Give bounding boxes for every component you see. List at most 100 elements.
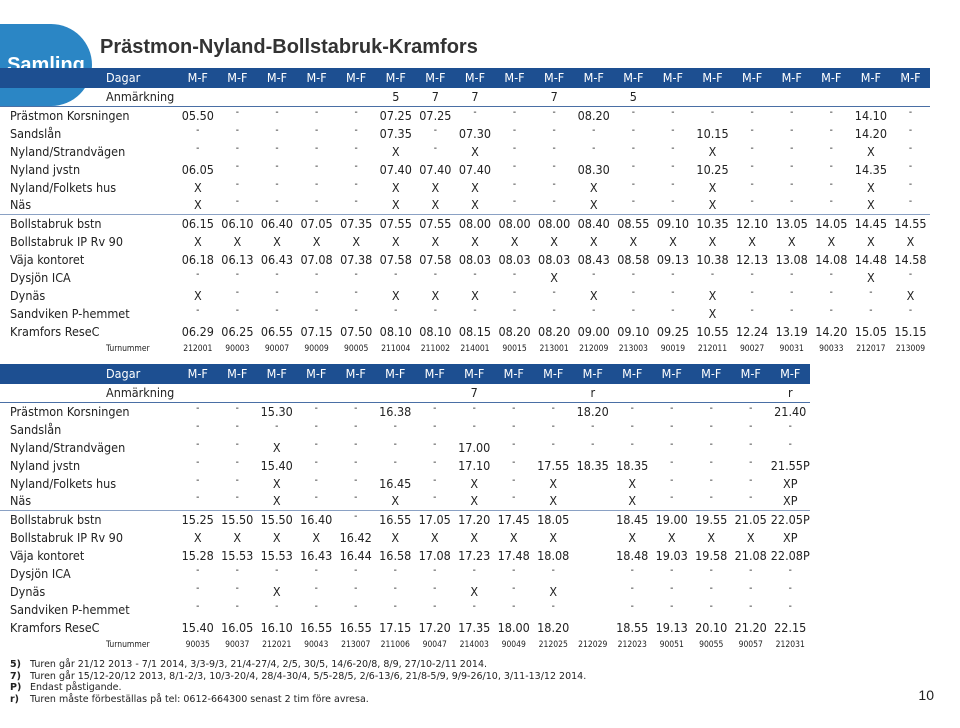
time-cell: -	[314, 269, 319, 281]
time-cell: -	[749, 565, 753, 577]
time-cell: 15.40	[181, 619, 214, 635]
stop-name: Dysjön ICA	[10, 566, 71, 582]
stop-row: Väja kontoret 15.28 15.53 15.53 16.43 16.44 16…	[0, 547, 810, 565]
time-cell: X	[708, 197, 717, 213]
time-cell: -	[671, 286, 675, 298]
time-cell: -	[551, 438, 555, 450]
time-cell: 10.38	[696, 252, 729, 268]
stop-name: Nyland/Strandvägen	[10, 439, 126, 455]
stop-name: Nyland jvstn	[10, 161, 81, 177]
time-cell: 16.55	[375, 510, 415, 530]
time-cell: X	[272, 475, 281, 491]
time-cell: -	[709, 402, 713, 414]
time-cell: 15.25	[178, 510, 218, 530]
note-cell	[336, 384, 376, 403]
time-cell: X	[272, 583, 281, 599]
time-cell: -	[472, 420, 476, 432]
time-cell: 13.19	[775, 323, 808, 339]
time-cell: X	[312, 530, 321, 546]
time-cell: -	[473, 106, 477, 118]
stop-name: Näs	[10, 493, 32, 509]
time-cell: X	[628, 493, 637, 509]
day-cell: M-F	[811, 68, 852, 88]
time-cell: -	[196, 438, 200, 450]
time-cell: -	[631, 269, 635, 281]
time-cell: -	[512, 124, 517, 136]
time-cell: -	[790, 124, 794, 136]
turnummer-row: Turnummer 90035 90037 212021 90043 213007 2110…	[0, 637, 810, 653]
time-cell: -	[275, 304, 279, 316]
time-cell: 07.40	[458, 161, 492, 177]
time-cell: -	[196, 565, 200, 577]
time-cell: X	[906, 287, 915, 303]
time-cell: -	[314, 438, 318, 450]
stop-row: Bollstabruk bstn 06.15 06.10 06.40 07.05 07.3…	[0, 214, 931, 234]
time-cell: -	[750, 142, 754, 154]
time-cell: 18.48	[616, 548, 649, 564]
time-cell: 15.30	[260, 403, 293, 419]
time-cell: 22.05P	[770, 510, 810, 530]
time-cell: -	[512, 304, 517, 316]
time-cell: -	[551, 600, 555, 612]
time-cell: -	[670, 456, 674, 468]
time-cell: XP	[783, 493, 798, 509]
time-cell: 16.40	[296, 510, 336, 530]
note-cell	[692, 88, 733, 107]
time-cell: -	[630, 600, 634, 612]
time-cell: X	[391, 143, 400, 159]
time-cell: -	[314, 600, 318, 612]
time-cell: X	[628, 530, 637, 546]
time-cell: -	[275, 124, 279, 136]
stop-row: Prästmon Korsningen 05.50 - - - - 07.25 07.25 - -…	[0, 106, 930, 124]
time-cell: -	[551, 565, 555, 577]
time-cell: 14.20	[854, 125, 887, 141]
turnummer-cell: 212009	[579, 343, 609, 354]
turnummer-cell: 90019	[660, 343, 686, 354]
time-cell: X	[312, 234, 321, 250]
day-cell: M-F	[732, 68, 772, 88]
time-cell: 10.35	[692, 214, 733, 234]
note-cell	[494, 88, 535, 107]
time-cell: X	[272, 493, 281, 509]
time-cell: -	[354, 124, 358, 136]
time-cell: 15.28	[181, 548, 214, 564]
time-cell: X	[272, 530, 281, 546]
note-cell	[375, 384, 415, 403]
time-cell: 18.35	[576, 457, 609, 473]
time-cell: -	[354, 420, 358, 432]
stop-name: Nyland jvstn	[10, 457, 81, 473]
time-cell: -	[354, 582, 358, 594]
time-cell: -	[512, 178, 517, 190]
day-cell: M-F	[652, 364, 692, 384]
time-cell: X	[746, 530, 755, 546]
time-cell: -	[433, 142, 437, 154]
time-cell: -	[552, 304, 556, 316]
time-cell: -	[750, 304, 754, 316]
time-cell: 06.15	[178, 214, 218, 234]
note-cell	[731, 384, 771, 403]
time-cell: -	[275, 420, 279, 432]
turnummer-cell: 212023	[617, 639, 647, 650]
turnummer-cell: 212021	[262, 639, 292, 650]
time-cell: X	[589, 197, 598, 213]
stop-name: Sandviken P-hemmet	[10, 305, 130, 321]
time-cell: 12.13	[736, 252, 769, 268]
days-label: Dagar	[0, 364, 178, 384]
time-cell: -	[788, 420, 792, 432]
time-cell: 18.20	[576, 403, 609, 419]
time-cell: -	[235, 600, 239, 612]
time-cell: -	[275, 600, 279, 612]
time-cell	[573, 475, 613, 493]
time-cell: -	[354, 142, 358, 154]
note-cell	[890, 88, 931, 107]
day-cell: M-F	[296, 364, 336, 384]
time-cell: -	[433, 269, 437, 281]
time-cell: 08.43	[577, 252, 610, 268]
time-cell: -	[591, 438, 595, 450]
time-cell: 07.35	[379, 125, 412, 141]
time-cell: X	[867, 234, 875, 250]
time-cell: 07.58	[379, 252, 412, 268]
time-cell: -	[394, 269, 398, 281]
note-cell	[533, 384, 573, 403]
time-cell: -	[671, 178, 675, 190]
